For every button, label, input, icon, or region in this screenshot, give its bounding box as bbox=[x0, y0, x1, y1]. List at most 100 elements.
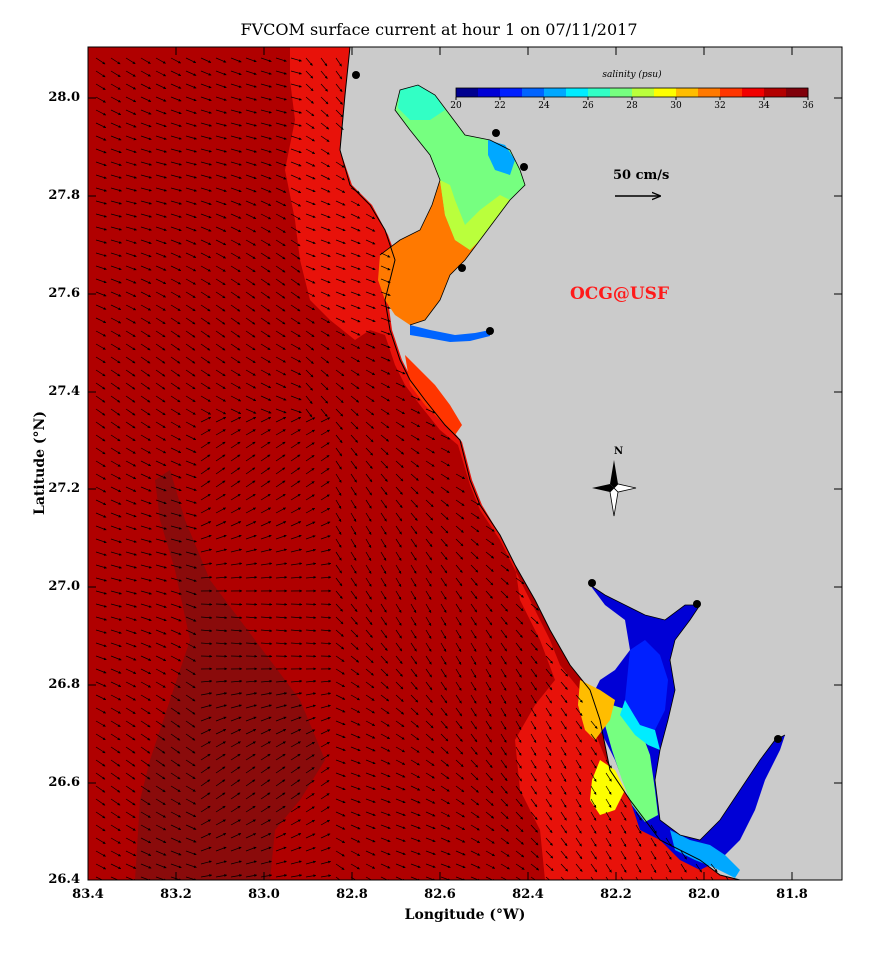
current-vector bbox=[365, 434, 374, 443]
current-vector bbox=[185, 213, 197, 219]
current-vector bbox=[170, 239, 182, 245]
current-vector bbox=[110, 369, 121, 377]
current-vector bbox=[350, 538, 357, 548]
current-vector bbox=[170, 96, 182, 102]
current-vector bbox=[155, 304, 166, 311]
current-vector bbox=[215, 441, 226, 449]
colorbar-swatch bbox=[522, 88, 545, 97]
current-vector bbox=[170, 486, 182, 492]
current-vector bbox=[365, 408, 375, 416]
current-vector bbox=[170, 148, 182, 153]
current-vector bbox=[170, 551, 182, 556]
current-vector bbox=[335, 382, 344, 390]
current-vector bbox=[185, 356, 196, 364]
current-vector bbox=[215, 57, 227, 63]
current-vector bbox=[455, 486, 465, 493]
current-vector bbox=[140, 486, 152, 492]
current-vector bbox=[125, 122, 137, 128]
current-vector bbox=[440, 473, 450, 480]
current-vector bbox=[350, 278, 361, 283]
current-vector bbox=[140, 109, 152, 115]
current-vector bbox=[125, 512, 137, 518]
y-tick-label: 26.8 bbox=[48, 677, 80, 692]
current-vector bbox=[200, 416, 212, 423]
current-vector bbox=[200, 161, 212, 166]
colorbar-swatch bbox=[478, 88, 501, 97]
current-vector bbox=[110, 291, 122, 297]
current-vector bbox=[125, 96, 137, 103]
current-vector bbox=[200, 317, 211, 325]
current-vector bbox=[185, 187, 197, 192]
current-vector bbox=[320, 252, 331, 257]
y-tick-label: 27.2 bbox=[48, 481, 80, 496]
current-vector bbox=[200, 454, 211, 462]
current-vector bbox=[275, 96, 287, 101]
current-vector bbox=[215, 493, 226, 501]
current-vector bbox=[185, 83, 197, 89]
current-vector bbox=[185, 369, 196, 377]
current-vector bbox=[380, 317, 391, 322]
current-vector bbox=[95, 174, 107, 179]
colorbar-swatch bbox=[742, 88, 765, 97]
current-vector bbox=[185, 460, 197, 466]
current-vector bbox=[95, 525, 107, 531]
current-vector bbox=[185, 70, 197, 76]
current-vector bbox=[95, 187, 107, 192]
current-vector bbox=[230, 187, 242, 193]
current-vector bbox=[140, 291, 152, 298]
current-vector bbox=[200, 382, 211, 390]
current-vector bbox=[110, 525, 122, 531]
current-vector bbox=[110, 239, 122, 244]
current-vector bbox=[260, 265, 271, 273]
current-vector bbox=[305, 291, 316, 297]
current-vector bbox=[260, 57, 272, 63]
north-label: N bbox=[614, 446, 624, 457]
current-vector bbox=[425, 408, 436, 414]
current-vector bbox=[125, 135, 137, 141]
current-vector bbox=[110, 226, 122, 231]
current-vector bbox=[290, 467, 301, 475]
current-vector bbox=[95, 291, 107, 297]
current-vector bbox=[125, 187, 137, 192]
current-vector bbox=[335, 473, 342, 483]
current-vector bbox=[215, 96, 227, 101]
current-vector bbox=[305, 213, 316, 218]
current-vector bbox=[245, 382, 256, 389]
current-vector bbox=[215, 343, 226, 351]
current-vector bbox=[365, 460, 373, 469]
current-vector bbox=[110, 434, 121, 442]
current-vector bbox=[230, 429, 241, 436]
current-vector bbox=[110, 213, 122, 218]
current-vector bbox=[320, 70, 328, 79]
current-vector bbox=[140, 70, 151, 77]
current-vector bbox=[290, 252, 301, 260]
current-vector bbox=[380, 538, 387, 548]
current-vector bbox=[335, 291, 346, 297]
current-vector bbox=[395, 447, 405, 455]
current-vector bbox=[455, 512, 465, 520]
current-vector bbox=[275, 109, 287, 114]
current-vector bbox=[320, 278, 331, 284]
current-vector bbox=[245, 135, 257, 140]
current-vector bbox=[245, 226, 257, 233]
current-vector bbox=[185, 395, 196, 403]
current-vector bbox=[245, 96, 257, 101]
y-tick-label: 26.4 bbox=[48, 872, 80, 887]
current-vector bbox=[485, 538, 495, 546]
colorbar-swatch bbox=[676, 88, 699, 97]
current-vector bbox=[275, 239, 286, 247]
current-vector bbox=[320, 343, 330, 350]
current-vector bbox=[200, 57, 212, 63]
current-vector bbox=[290, 507, 301, 514]
station-marker bbox=[492, 129, 500, 137]
current-vector bbox=[125, 252, 137, 258]
colorbar-tick-label: 22 bbox=[494, 101, 506, 111]
current-vector bbox=[155, 447, 167, 454]
current-vector bbox=[395, 369, 406, 375]
y-axis-label: Latitude (°N) bbox=[32, 411, 48, 515]
colorbar-tick-label: 34 bbox=[758, 101, 770, 111]
current-vector bbox=[290, 534, 302, 540]
current-vector bbox=[365, 317, 376, 322]
current-vector bbox=[260, 278, 271, 286]
current-vector bbox=[230, 57, 242, 63]
